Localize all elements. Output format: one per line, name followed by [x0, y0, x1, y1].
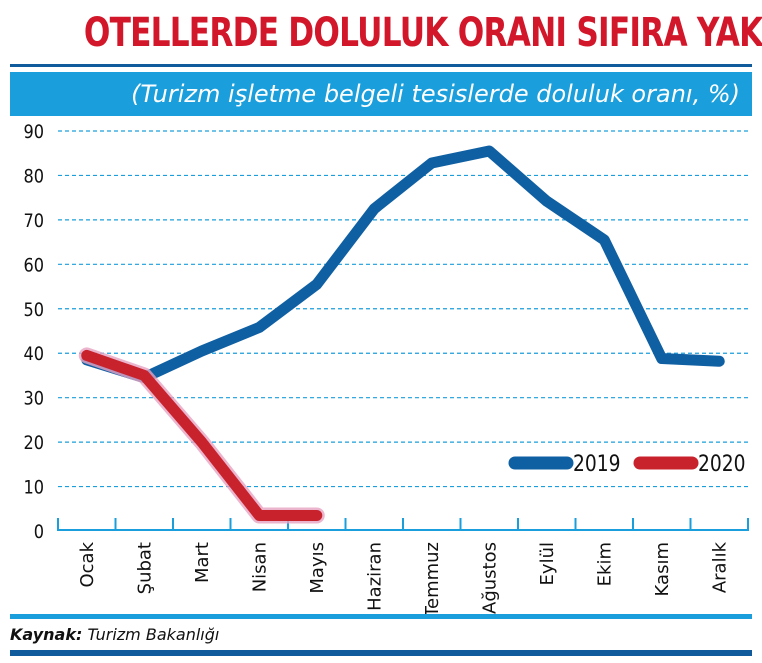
x-tick-label: Ekim — [594, 542, 615, 586]
y-tick-label: 0 — [34, 522, 44, 544]
y-tick-label: 50 — [23, 300, 44, 322]
x-tick-label: Mayıs — [307, 542, 328, 594]
x-tick-label: Nisan — [249, 542, 270, 592]
legend: 2019 2020 — [508, 451, 746, 477]
y-tick-label: 90 — [23, 122, 44, 144]
grid-lines — [58, 130, 748, 488]
source-label: Kaynak: — [10, 625, 83, 644]
y-tick-label: 20 — [23, 433, 44, 455]
legend-label: 2019 — [573, 451, 621, 477]
top-rule — [10, 64, 752, 67]
y-tick-label: 30 — [23, 389, 44, 411]
x-tick-label: Eylül — [537, 542, 558, 585]
y-tick-label: 60 — [23, 255, 44, 277]
y-tick-label: 10 — [23, 477, 44, 499]
series-line-2019 — [81, 145, 725, 384]
x-axis-labels: Ocak Şubat Mart Nisan Mayıs Haziran Temmuz Ağus… — [77, 541, 731, 618]
chart-subtitle: (Turizm işletme belgeli tesislerde dolul… — [131, 80, 740, 108]
source-text: Turizm Bakanlığı — [87, 625, 220, 644]
x-axis — [57, 518, 749, 531]
chart-title: OTELLERDE DOLULUK ORANI SIFIRA YAKIN — [83, 10, 762, 56]
y-tick-label: 70 — [23, 211, 44, 233]
x-tick-label: Ağustos — [479, 542, 500, 614]
bottom-rule-thick — [10, 650, 752, 656]
y-tick-label: 40 — [23, 344, 44, 366]
y-tick-label: 80 — [23, 166, 44, 188]
x-tick-label: Temmuz — [422, 542, 443, 618]
source-note: Kaynak: Turizm Bakanlığı — [10, 624, 219, 646]
bottom-rule — [10, 614, 752, 619]
subtitle-banner: (Turizm işletme belgeli tesislerde dolul… — [10, 72, 752, 116]
legend-label: 2020 — [698, 451, 746, 477]
x-tick-label: Kasım — [652, 542, 673, 596]
series-line-2020 — [81, 349, 323, 521]
x-tick-label: Ocak — [77, 541, 98, 587]
x-tick-label: Şubat — [134, 542, 155, 594]
x-tick-label: Mart — [192, 542, 213, 583]
x-tick-label: Haziran — [364, 542, 385, 611]
series-lines — [78, 145, 725, 524]
y-axis-labels: 0 10 20 30 40 50 60 70 80 90 — [23, 122, 44, 544]
x-tick-label: Aralık — [709, 541, 730, 593]
